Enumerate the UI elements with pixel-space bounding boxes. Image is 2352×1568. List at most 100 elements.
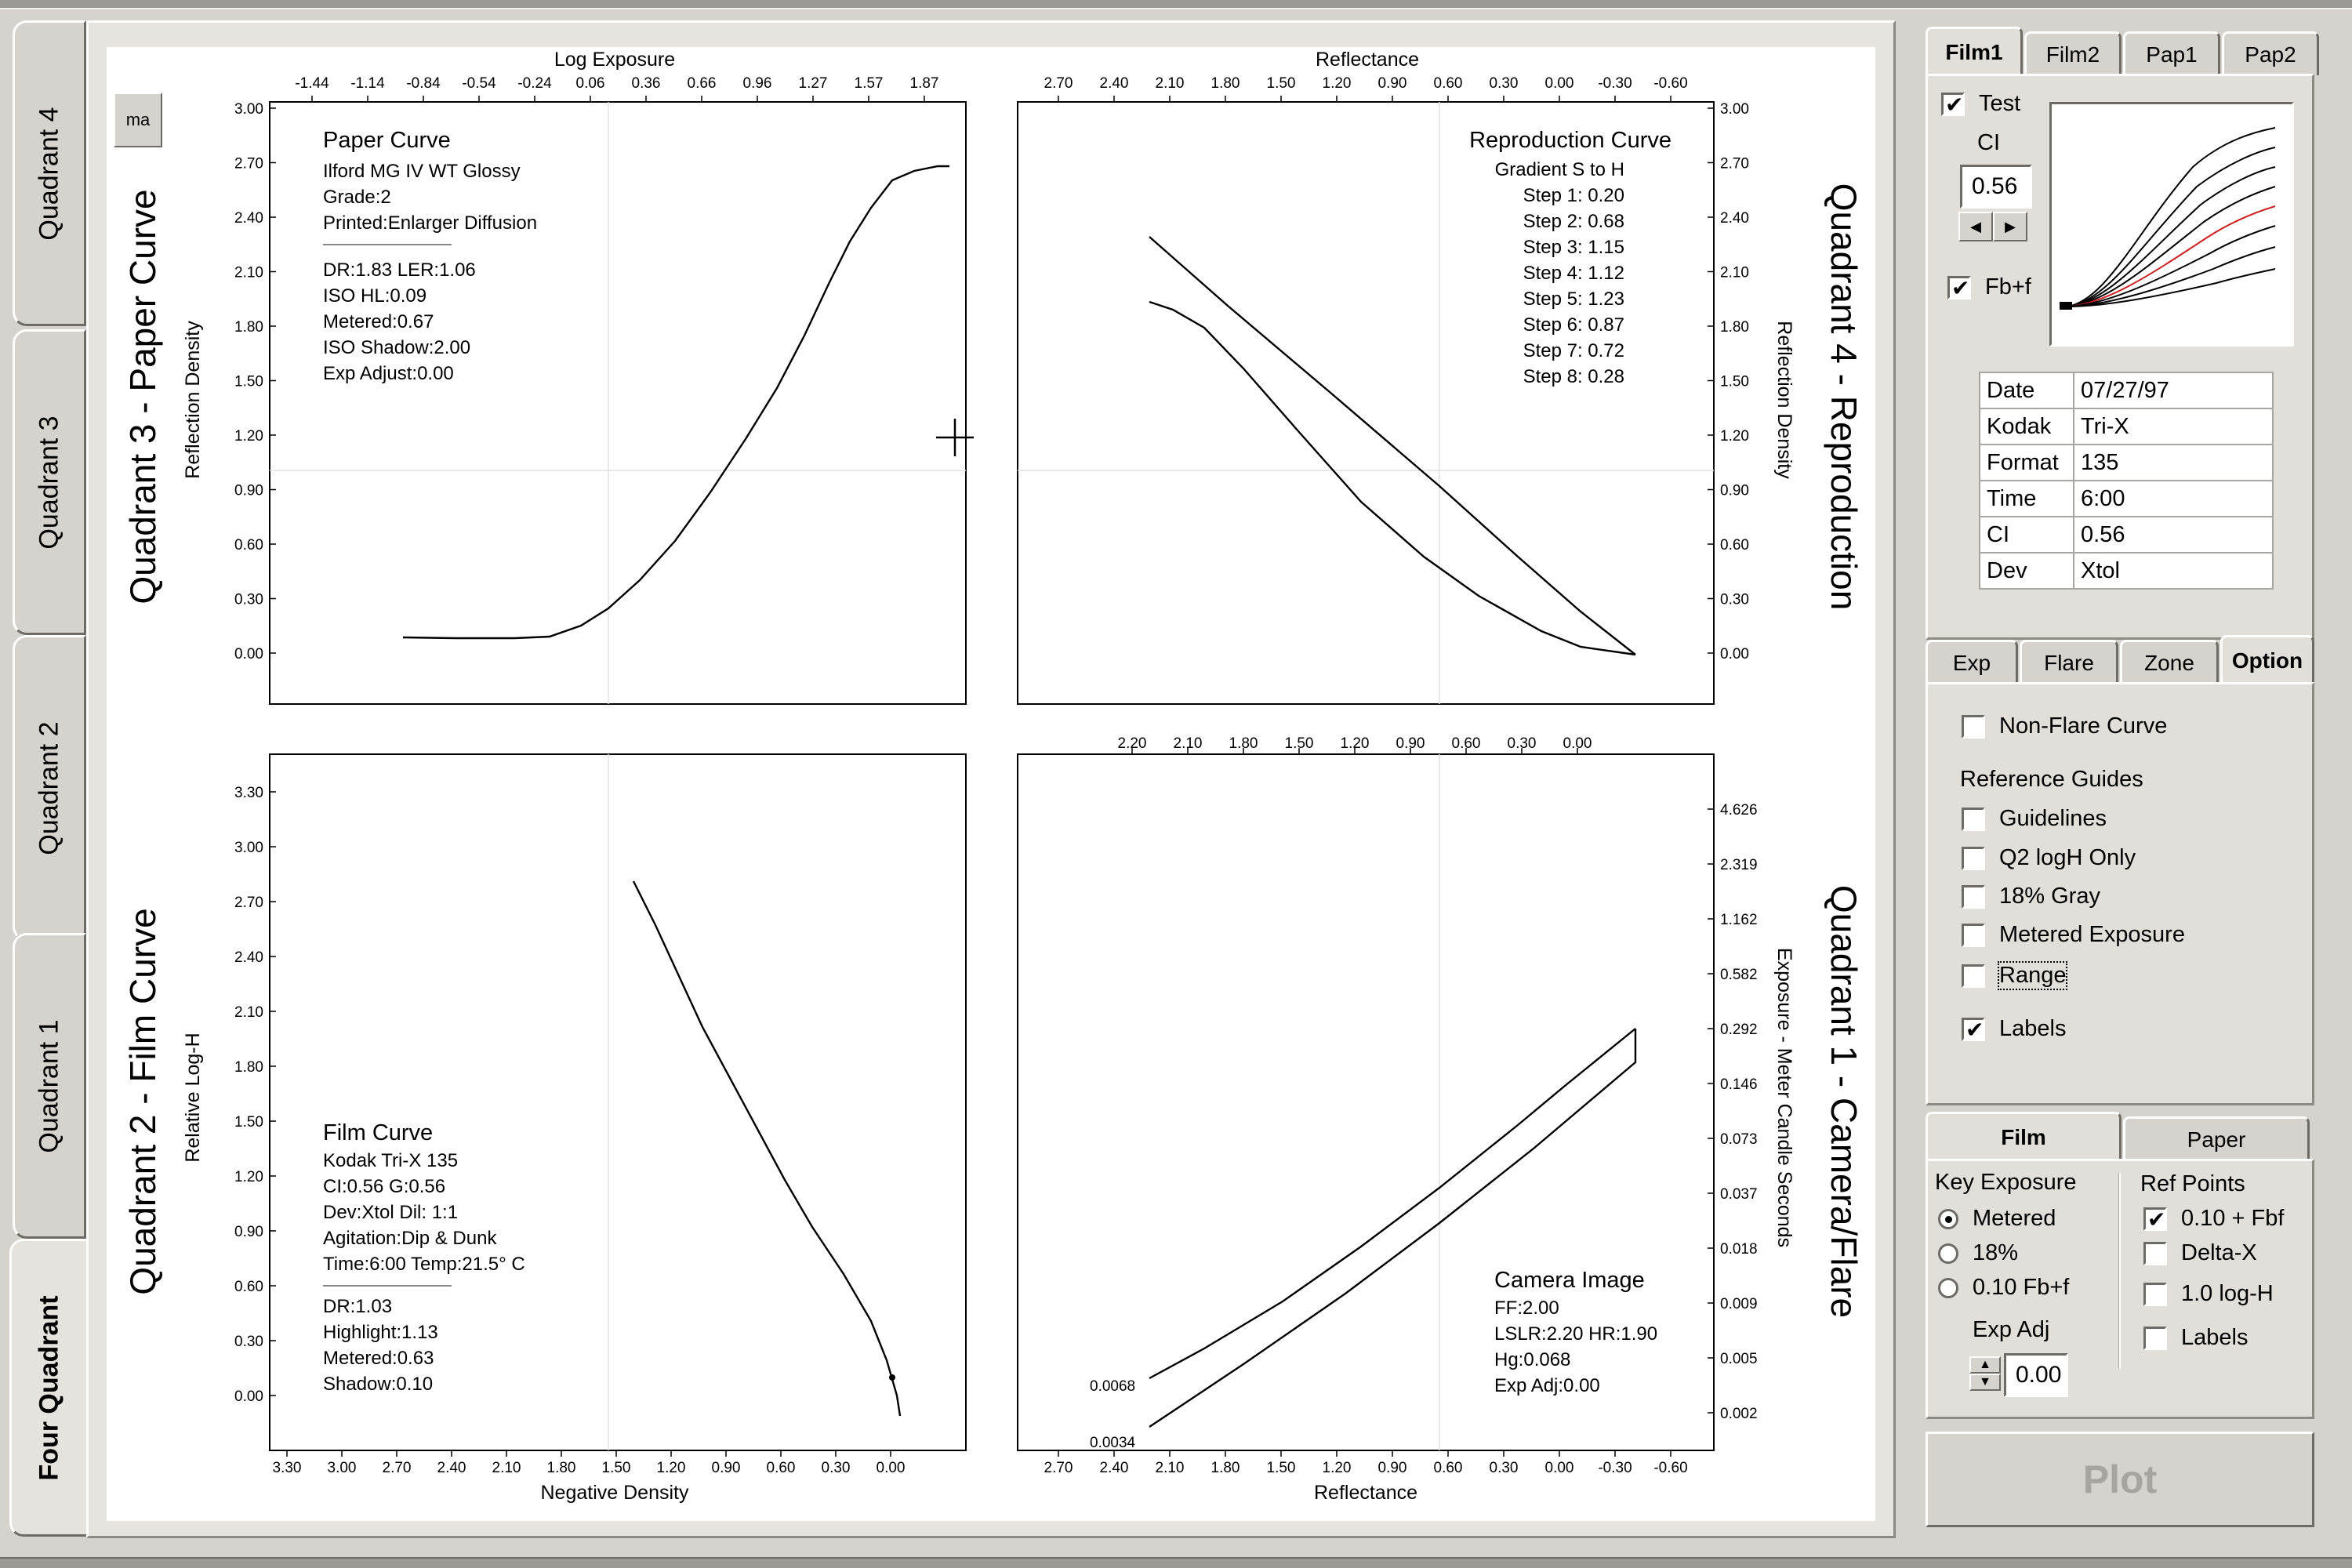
guidelines-row[interactable]: Guidelines bbox=[1962, 806, 2107, 832]
ci-stepper[interactable]: ◀ ▶ bbox=[1958, 212, 2027, 241]
tab-label: Pap2 bbox=[2245, 42, 2296, 67]
range-row[interactable]: Range bbox=[1962, 961, 2068, 990]
increment-icon[interactable]: ▲ bbox=[1969, 1356, 2001, 1374]
q2-film-curve bbox=[632, 880, 902, 1417]
reference-guides-heading: Reference Guides bbox=[1960, 767, 2143, 793]
labels-checkbox[interactable] bbox=[1962, 1017, 1985, 1043]
tab-flare[interactable]: Flare bbox=[2020, 640, 2118, 684]
guidelines-checkbox[interactable] bbox=[1962, 807, 1985, 831]
q2-info-line: Highlight:1.13 bbox=[323, 1322, 438, 1343]
tab-option[interactable]: Option bbox=[2220, 635, 2314, 684]
labels-row[interactable]: Labels bbox=[1962, 1016, 2066, 1043]
metered-exposure-row[interactable]: Metered Exposure bbox=[1962, 922, 2185, 948]
q1-bottom-tick-label: -0.60 bbox=[1653, 1460, 1687, 1476]
tab-label: Flare bbox=[2044, 650, 2094, 675]
q1-bottom-tick-label: 1.50 bbox=[1267, 1460, 1296, 1476]
metered-radio[interactable] bbox=[1938, 1208, 1958, 1229]
q2-info-line: Kodak Tri-X 135 bbox=[323, 1150, 458, 1171]
q3-y-tick-label: 3.00 bbox=[234, 101, 263, 118]
tab-exp[interactable]: Exp bbox=[1926, 640, 2018, 684]
gray18-radio[interactable] bbox=[1938, 1243, 1958, 1264]
ref-points-heading: Ref Points bbox=[2140, 1171, 2245, 1197]
q3-top-tick-label: 0.66 bbox=[688, 75, 717, 92]
gray-18-row[interactable]: 18% Gray bbox=[1962, 884, 2100, 909]
q2-y-tick-label: 2.70 bbox=[234, 895, 263, 911]
q1-title: Quadrant 1 - Camera/Flare bbox=[1824, 885, 1864, 1318]
ci-input[interactable]: 0.56 bbox=[1960, 165, 2032, 209]
q2-y-tick-label: 0.90 bbox=[234, 1224, 263, 1240]
tab-label: Quadrant 3 bbox=[34, 415, 64, 550]
q3-top-tick-label: 0.06 bbox=[576, 75, 605, 92]
tab-film1[interactable]: Film1 bbox=[1926, 27, 2023, 75]
tab-pap2[interactable]: Pap2 bbox=[2222, 31, 2319, 75]
ref-labels-checkbox[interactable] bbox=[2143, 1326, 2167, 1350]
gray18-radio-row[interactable]: 18% bbox=[1938, 1240, 2018, 1266]
tab-four-quadrant[interactable]: Four Quadrant bbox=[9, 1239, 88, 1537]
q3-y-tick-label: 0.90 bbox=[234, 483, 263, 499]
radio-label: 18% bbox=[1973, 1240, 2019, 1265]
test-checkbox-row[interactable]: Test bbox=[1941, 91, 2020, 118]
plot-button[interactable]: Plot bbox=[1926, 1432, 2314, 1527]
q1-point-label: 0.0034 bbox=[1090, 1435, 1136, 1451]
gray-18-checkbox[interactable] bbox=[1962, 884, 1985, 909]
ref-fbf-checkbox[interactable] bbox=[2143, 1207, 2167, 1232]
non-flare-row[interactable]: Non-Flare Curve bbox=[1962, 713, 2167, 739]
q2-y-tick-label: 0.00 bbox=[234, 1388, 263, 1405]
non-flare-checkbox[interactable] bbox=[1962, 714, 1985, 739]
tab-quadrant-4[interactable]: Quadrant 4 bbox=[13, 20, 86, 326]
decrement-icon[interactable]: ◀ bbox=[1958, 212, 1993, 241]
ref-delta-x-checkbox[interactable] bbox=[2143, 1241, 2167, 1265]
q2-y-axis-label: Relative Log-H bbox=[182, 1033, 204, 1162]
tab-film[interactable]: Film bbox=[1926, 1112, 2122, 1160]
exp-adj-input[interactable]: 0.00 bbox=[2004, 1353, 2068, 1397]
q2-logh-checkbox[interactable] bbox=[1962, 846, 1985, 870]
tab-label: Paper bbox=[2187, 1127, 2246, 1152]
q3-info-line: Metered:0.67 bbox=[323, 311, 434, 332]
q2-bottom-tick-label: 1.80 bbox=[547, 1460, 576, 1476]
ma-button[interactable]: ma bbox=[114, 93, 162, 147]
tab-paper[interactable]: Paper bbox=[2123, 1116, 2310, 1160]
fbf-radio[interactable] bbox=[1938, 1277, 1958, 1298]
range-checkbox[interactable] bbox=[1962, 964, 1985, 988]
q2-bottom-tick-label: 0.60 bbox=[767, 1460, 796, 1476]
fbf-checkbox[interactable] bbox=[1947, 275, 1971, 301]
tab-label: Film bbox=[2001, 1124, 2046, 1149]
q2-bottom-tick-label: 3.00 bbox=[328, 1460, 357, 1476]
ref-labels-row[interactable]: Labels bbox=[2143, 1325, 2248, 1351]
increment-icon[interactable]: ▶ bbox=[1993, 212, 2027, 241]
metered-radio-row[interactable]: Metered bbox=[1938, 1206, 2056, 1232]
q1-y-tick-label: 0.002 bbox=[1720, 1406, 1758, 1422]
tab-pap1[interactable]: Pap1 bbox=[2123, 31, 2220, 75]
q2-y-tick-label: 1.80 bbox=[234, 1059, 263, 1076]
ref-logh-checkbox[interactable] bbox=[2143, 1282, 2167, 1306]
exp-adj-stepper[interactable]: ▲ ▼ bbox=[1969, 1356, 2001, 1391]
q3-top-tick-label: -0.24 bbox=[517, 75, 552, 92]
tab-film2[interactable]: Film2 bbox=[2024, 31, 2122, 75]
tab-zone[interactable]: Zone bbox=[2120, 640, 2219, 684]
q4-info-line: Step 7: 0.72 bbox=[1523, 340, 1624, 361]
q1-top-tick-label: 2.20 bbox=[1118, 735, 1147, 752]
fbf-radio-row[interactable]: 0.10 Fb+f bbox=[1938, 1275, 2069, 1301]
decrement-icon[interactable]: ▼ bbox=[1969, 1374, 2001, 1391]
q4-info-line: Step 6: 0.87 bbox=[1523, 314, 1624, 336]
q2-logh-row[interactable]: Q2 logH Only bbox=[1962, 845, 2136, 871]
tab-quadrant-3[interactable]: Quadrant 3 bbox=[13, 329, 86, 635]
fbf-label: Fb+f bbox=[1985, 274, 2031, 299]
ref-fbf-row[interactable]: 0.10 + Fbf bbox=[2143, 1206, 2284, 1232]
metered-exposure-checkbox[interactable] bbox=[1962, 923, 1985, 947]
ref-delta-x-row[interactable]: Delta-X bbox=[2143, 1240, 2257, 1266]
test-checkbox[interactable] bbox=[1941, 92, 1965, 118]
tab-quadrant-2[interactable]: Quadrant 2 bbox=[13, 635, 86, 941]
q3-top-tick-label: -1.14 bbox=[350, 75, 385, 92]
q1-y-tick-label: 0.292 bbox=[1720, 1022, 1758, 1038]
q3-top-tick-label: 1.27 bbox=[799, 75, 828, 92]
ref-option-label: Delta-X bbox=[2181, 1240, 2257, 1265]
tab-quadrant-1[interactable]: Quadrant 1 bbox=[13, 933, 86, 1239]
q1-top-tick-label: 0.60 bbox=[1452, 735, 1481, 752]
fbf-checkbox-row[interactable]: Fb+f bbox=[1947, 274, 2031, 301]
ref-points-label: Ref Points bbox=[2140, 1171, 2245, 1196]
q4-y-tick-label: 2.40 bbox=[1720, 210, 1749, 227]
ref-logh-row[interactable]: 1.0 log-H bbox=[2143, 1281, 2274, 1307]
q4-top-tick-label: 2.10 bbox=[1156, 75, 1185, 92]
q3-y-tick-label: 2.10 bbox=[234, 265, 263, 281]
